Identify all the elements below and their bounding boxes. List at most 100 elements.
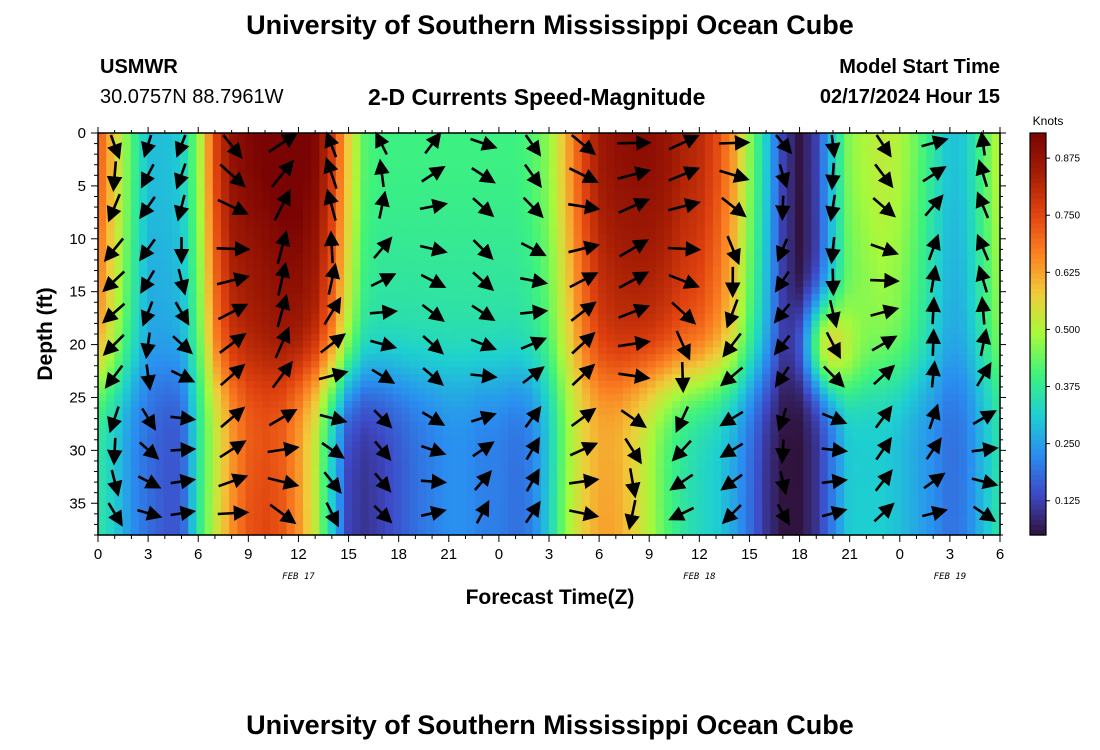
heatmap-cell <box>294 139 304 147</box>
heatmap-cell <box>270 347 279 355</box>
heatmap-cell <box>294 380 304 389</box>
heatmap-cell <box>491 447 501 456</box>
heatmap-cell <box>704 407 714 415</box>
heatmap-cell <box>139 468 148 476</box>
heatmap-cell <box>458 253 468 261</box>
heatmap-cell <box>598 320 607 328</box>
heatmap-cell <box>262 414 271 422</box>
heatmap-cell <box>196 307 206 315</box>
heatmap-cell <box>680 488 689 496</box>
heatmap-cell <box>393 454 402 462</box>
heatmap-cell <box>581 179 591 188</box>
heatmap-cell <box>180 179 189 188</box>
heatmap-cell <box>401 267 411 275</box>
heatmap-cell <box>499 421 509 429</box>
heatmap-cell <box>672 293 681 302</box>
heatmap-cell <box>286 454 296 462</box>
heatmap-cell <box>122 313 132 322</box>
heatmap-cell <box>590 200 599 208</box>
heatmap-cell <box>393 421 402 429</box>
heatmap-cell <box>262 300 271 308</box>
heatmap-cell <box>598 159 607 168</box>
heatmap-cell <box>393 488 402 496</box>
heatmap-cell <box>549 226 558 235</box>
heatmap-cell <box>344 213 353 221</box>
heatmap-cell <box>130 267 140 275</box>
heatmap-cell <box>188 253 197 261</box>
heatmap-cell <box>721 287 730 295</box>
heatmap-cell <box>770 387 780 395</box>
heatmap-cell <box>573 501 583 509</box>
heatmap-cell <box>450 253 460 261</box>
heatmap-cell <box>524 394 534 402</box>
heatmap-cell <box>524 273 534 281</box>
heatmap-cell <box>680 226 689 235</box>
heatmap-cell <box>639 186 648 194</box>
heatmap-cell <box>286 267 296 275</box>
heatmap-cell <box>450 200 460 208</box>
heatmap-cell <box>655 514 665 523</box>
heatmap-cell <box>573 387 583 395</box>
heatmap-cell <box>426 434 435 442</box>
heatmap-cell <box>549 287 558 295</box>
heatmap-cell <box>590 166 599 174</box>
heatmap-cell <box>557 441 566 449</box>
heatmap-cell <box>745 193 755 201</box>
heatmap-cell <box>598 220 607 228</box>
heatmap-cell <box>762 387 771 395</box>
heatmap-cell <box>98 454 107 462</box>
heatmap-cell <box>549 474 558 482</box>
heatmap-cell <box>442 139 452 147</box>
heatmap-cell <box>622 287 632 295</box>
heatmap-cell <box>581 293 591 302</box>
heatmap-cell <box>663 159 673 168</box>
heatmap-cell <box>401 461 411 469</box>
heatmap-cell <box>171 360 181 369</box>
heatmap-cell <box>344 220 353 228</box>
heatmap-cell <box>647 153 657 161</box>
heatmap-cell <box>417 434 427 442</box>
heatmap-cell <box>598 246 607 255</box>
heatmap-cell <box>286 287 296 295</box>
heatmap-cell <box>270 246 279 255</box>
heatmap-cell <box>393 153 402 161</box>
heatmap-cell <box>598 394 607 402</box>
heatmap-cell <box>745 280 755 288</box>
heatmap-cell <box>245 501 255 509</box>
heatmap-cell <box>294 528 304 536</box>
heatmap-cell <box>155 133 165 141</box>
heatmap-cell <box>303 193 312 201</box>
heatmap-cell <box>163 508 173 516</box>
heatmap-cell <box>508 508 517 516</box>
heatmap-cell <box>704 488 714 496</box>
heatmap-cell <box>114 226 124 235</box>
heatmap-cell <box>458 240 468 248</box>
heatmap-cell <box>565 454 575 462</box>
heatmap-cell <box>188 193 197 201</box>
heatmap-cell <box>688 528 698 536</box>
heatmap-cell <box>393 394 402 402</box>
heatmap-cell <box>344 313 353 322</box>
heatmap-cell <box>745 226 755 235</box>
heatmap-cell <box>294 447 304 456</box>
heatmap-cell <box>450 280 460 288</box>
heatmap-cell <box>196 327 206 335</box>
heatmap-cell <box>376 528 386 536</box>
heatmap-cell <box>524 280 534 288</box>
heatmap-cell <box>745 374 755 382</box>
heatmap-cell <box>294 166 304 174</box>
heatmap-cell <box>713 313 722 322</box>
heatmap-cell <box>180 213 189 221</box>
heatmap-cell <box>114 360 124 369</box>
heatmap-cell <box>655 387 665 395</box>
heatmap-cell <box>499 300 509 308</box>
heatmap-cell <box>581 434 591 442</box>
heatmap-cell <box>499 354 509 362</box>
heatmap-cell <box>155 153 165 161</box>
heatmap-cell <box>204 267 214 275</box>
heatmap-cell <box>442 193 452 201</box>
heatmap-cell <box>393 240 402 248</box>
heatmap-cell <box>622 220 632 228</box>
heatmap-cell <box>549 354 558 362</box>
heatmap-cell <box>294 246 304 255</box>
